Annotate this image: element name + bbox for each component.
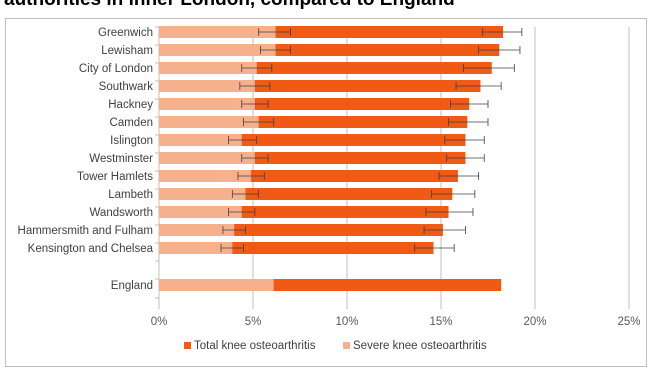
category-labels: Greenwich Lewisham City of London Southwark… <box>18 27 154 292</box>
bar-severe-knee-osteoarthritis <box>159 152 255 164</box>
bar-severe-knee-osteoarthritis <box>159 170 252 182</box>
category-label: Wandsworth <box>90 207 154 219</box>
knee-osteoarthritis-chart: Greenwich Lewisham City of London Southwark… <box>18 26 641 352</box>
bar-severe-knee-osteoarthritis <box>159 116 259 128</box>
x-axis-ticks: 0% 5% 10% 15% 20% 25% <box>151 316 641 328</box>
legend-label-total: Total knee osteoarthritis <box>194 340 316 352</box>
bar-severe-knee-osteoarthritis <box>159 242 233 254</box>
x-tick-label: 15% <box>429 316 452 328</box>
category-label: Westminster <box>89 153 153 165</box>
bar-severe-knee-osteoarthritis <box>159 134 242 146</box>
category-label: Greenwich <box>98 27 153 39</box>
category-label: Lambeth <box>108 189 153 201</box>
category-label: Islington <box>110 135 153 147</box>
bar-severe-knee-osteoarthritis <box>159 98 255 110</box>
bar-severe-knee-osteoarthritis <box>159 188 246 200</box>
bar-severe-knee-osteoarthritis <box>159 26 276 38</box>
legend-label-severe: Severe knee osteoarthritis <box>353 340 487 352</box>
bars <box>159 26 504 291</box>
x-tick-label: 20% <box>523 316 546 328</box>
legend: Total knee osteoarthritis Severe knee ost… <box>184 340 487 352</box>
x-tick-label: 5% <box>245 316 262 328</box>
category-label: Lewisham <box>101 45 153 57</box>
category-label: Camden <box>110 117 153 129</box>
bar-severe-knee-osteoarthritis <box>159 206 242 218</box>
chart-frame: Greenwich Lewisham City of London Southwark… <box>5 18 647 367</box>
legend-swatch-severe <box>343 342 350 349</box>
x-tick-label: 25% <box>617 316 640 328</box>
page-title: authorities in inner London, compared to… <box>4 0 455 11</box>
category-label: Hackney <box>108 99 153 111</box>
category-label: Kensington and Chelsea <box>28 243 154 255</box>
category-label: City of London <box>79 63 153 75</box>
category-label: Southwark <box>99 81 154 93</box>
category-label: Tower Hamlets <box>77 171 153 183</box>
bar-severe-knee-osteoarthritis <box>159 62 257 74</box>
bar-severe-knee-osteoarthritis <box>159 224 235 236</box>
bar-severe-knee-osteoarthritis <box>159 279 274 291</box>
x-tick-label: 10% <box>335 316 358 328</box>
legend-swatch-total <box>184 342 191 349</box>
category-label: Hammersmith and Fulham <box>18 225 153 237</box>
bar-severe-knee-osteoarthritis <box>159 80 255 92</box>
x-tick-label: 0% <box>151 316 168 328</box>
error-bars <box>220 28 523 252</box>
bar-severe-knee-osteoarthritis <box>159 44 276 56</box>
category-label: England <box>111 280 153 292</box>
